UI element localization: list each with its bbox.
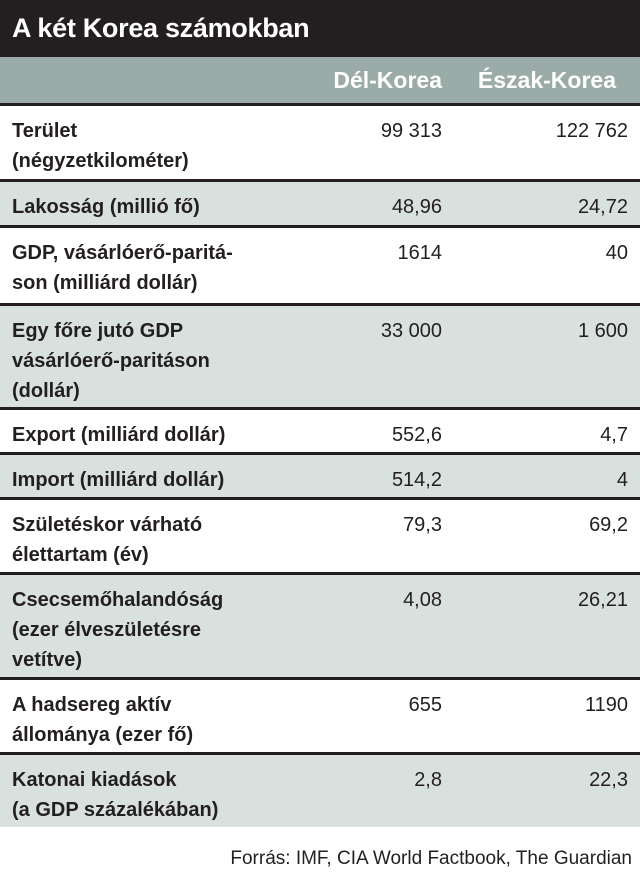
cell-north-korea: 24,72	[577, 196, 628, 218]
table-row: A hadsereg aktív állománya (ezer fő) 655 1…	[0, 680, 640, 755]
cell-south-korea: 2,8	[414, 769, 442, 791]
table-row: Katonai kiadások (a GDP százalékában) 2,8…	[0, 755, 640, 827]
cell-south-korea: 1614	[397, 242, 443, 264]
cell-north-korea: 1190	[584, 694, 628, 716]
row-label: Terület (négyzetkilométer)	[12, 120, 189, 172]
cell-north-korea: 4,7	[600, 424, 628, 446]
cell-north-korea: 4	[616, 469, 628, 491]
cell-south-korea: 514,2	[391, 469, 442, 491]
table-row: Egy főre jutó GDP vásárlóerő-paritáson (…	[0, 306, 640, 410]
table-title: A két Korea számokban	[0, 0, 640, 57]
row-label: Export (milliárd dollár)	[12, 424, 226, 446]
cell-north-korea: 122 762	[555, 120, 628, 142]
cell-north-korea: 40	[605, 242, 628, 264]
cell-south-korea: 79,3	[403, 514, 442, 536]
column-header-north-korea: Észak-Korea	[477, 67, 616, 93]
cell-north-korea: 1 600	[577, 320, 628, 342]
cell-south-korea: 99 313	[380, 120, 442, 142]
cell-south-korea: 655	[408, 694, 442, 716]
row-label: Katonai kiadások (a GDP százalékában)	[12, 769, 219, 821]
table-row: Lakosság (millió fő) 48,96 24,72	[0, 182, 640, 228]
cell-south-korea: 33 000	[380, 320, 442, 342]
cell-north-korea: 69,2	[589, 514, 628, 536]
row-label: Születéskor várható élettartam (év)	[12, 514, 203, 566]
cell-north-korea: 26,21	[577, 589, 628, 611]
cell-north-korea: 22,3	[589, 769, 628, 791]
table-header: Dél-Korea Észak-Korea	[0, 57, 640, 106]
table-row: Terület (négyzetkilométer) 99 313 122 762	[0, 106, 640, 182]
cell-south-korea: 552,6	[391, 424, 442, 446]
source-note: Forrás: IMF, CIA World Factbook, The Gua…	[230, 848, 632, 869]
table-row: Export (milliárd dollár) 552,6 4,7	[0, 410, 640, 455]
table-row: Születéskor várható élettartam (év) 79,3 6…	[0, 500, 640, 575]
row-label: Import (milliárd dollár)	[12, 469, 225, 491]
row-label: Lakosság (millió fő)	[12, 196, 200, 218]
row-label: Csecsemőhalandóság (ezer élveszületésre …	[12, 589, 224, 671]
table-row: Import (milliárd dollár) 514,2 4	[0, 455, 640, 500]
cell-south-korea: 48,96	[391, 196, 442, 218]
table-row: Csecsemőhalandóság (ezer élveszületésre …	[0, 575, 640, 680]
table-row: GDP, vásárlóerő-paritá- son (milliárd do…	[0, 228, 640, 306]
row-label: Egy főre jutó GDP vásárlóerő-paritáson (…	[12, 320, 210, 402]
row-label: GDP, vásárlóerő-paritá- son (milliárd do…	[12, 242, 233, 294]
row-label: A hadsereg aktív állománya (ezer fő)	[12, 694, 194, 746]
cell-south-korea: 4,08	[403, 589, 442, 611]
column-header-south-korea: Dél-Korea	[333, 67, 442, 93]
